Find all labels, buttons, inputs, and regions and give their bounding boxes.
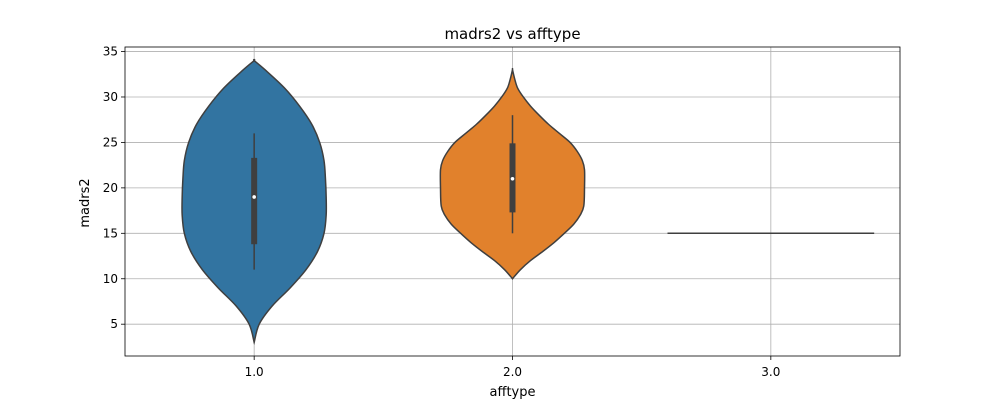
x-tick-label: 1.0 [245, 365, 264, 379]
violin-iqr-box [251, 157, 258, 245]
y-tick-label: 35 [103, 45, 118, 59]
x-tick-label: 3.0 [761, 365, 780, 379]
x-tick-label: 2.0 [503, 365, 522, 379]
violin-median-dot [252, 195, 256, 199]
chart-title: madrs2 vs afftype [444, 25, 580, 43]
y-tick-label: 10 [103, 272, 118, 286]
violin-median-dot [510, 176, 515, 181]
y-tick-label: 25 [103, 135, 118, 149]
y-tick-label: 5 [110, 317, 118, 331]
y-tick-label: 15 [103, 226, 118, 240]
x-axis-label: afftype [490, 385, 536, 400]
y-tick-label: 30 [103, 90, 118, 104]
y-tick-label: 20 [103, 181, 118, 195]
violins [181, 58, 875, 346]
axes: 5 10 15 20 25 30 35 1.0 2.0 3.0 [103, 45, 901, 379]
y-axis-label: madrs2 [78, 178, 93, 227]
plot-frame [124, 46, 901, 357]
